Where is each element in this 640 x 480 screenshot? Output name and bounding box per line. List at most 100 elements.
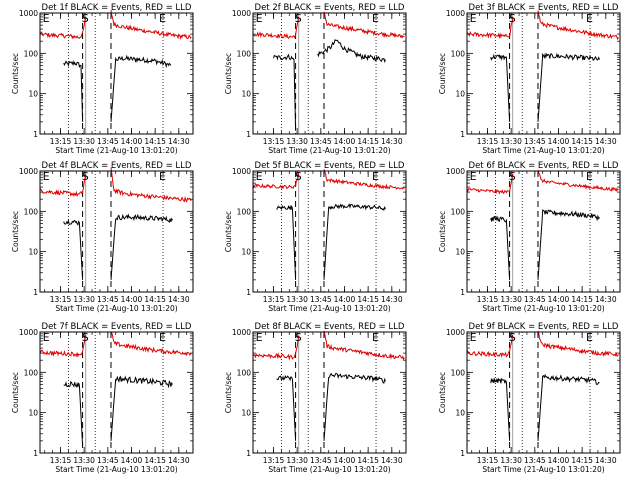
- marker-label: E: [470, 12, 477, 25]
- y-tick-label: 10: [455, 90, 465, 99]
- marker-label: E: [256, 12, 263, 25]
- x-tick-label: 13:30: [286, 295, 308, 304]
- y-axis-label: Counts/sec: [224, 53, 233, 94]
- lld-trace: [466, 173, 514, 195]
- events-trace: [323, 372, 386, 441]
- y-tick-label: 100: [237, 49, 252, 58]
- y-axis-label: Counts/sec: [224, 211, 233, 252]
- x-tick-label: 13:15: [50, 137, 72, 146]
- x-tick-label: 13:30: [286, 137, 308, 146]
- y-tick-label: 10: [28, 409, 38, 418]
- x-tick-label: 13:45: [97, 137, 119, 146]
- x-tick-label: 13:45: [524, 137, 546, 146]
- x-tick-label: 13:30: [73, 137, 95, 146]
- marker-label: E: [470, 331, 477, 344]
- events-trace: [537, 373, 600, 441]
- plot-frame: [39, 331, 194, 454]
- y-axis-label: Counts/sec: [438, 53, 447, 94]
- y-tick-label: 10: [455, 409, 465, 418]
- x-tick-label: 14:30: [381, 137, 403, 146]
- x-axis-label: Start Time (21-Aug-10 13:01:20): [482, 146, 604, 155]
- x-tick-label: 13:15: [477, 137, 499, 146]
- x-tick-label: 14:00: [548, 295, 570, 304]
- chart-panel: Det 5f BLACK = Events, RED = LLD 1 10 100 10…: [224, 161, 407, 313]
- y-tick-label: 100: [24, 207, 39, 216]
- y-tick-label: 100: [451, 368, 466, 377]
- y-tick-label: 100: [237, 207, 252, 216]
- events-trace: [63, 381, 84, 446]
- y-axis-label: Counts/sec: [438, 211, 447, 252]
- y-tick-label: 1: [246, 449, 251, 458]
- y-tick-label: 1000: [19, 9, 38, 18]
- x-tick-label: 14:00: [121, 295, 143, 304]
- x-tick-label: 14:00: [548, 456, 570, 465]
- x-tick-label: 13:45: [524, 456, 546, 465]
- marker-label: S: [509, 12, 516, 25]
- events-trace: [323, 203, 386, 280]
- x-axis-label: Start Time (21-Aug-10 13:01:20): [55, 304, 177, 313]
- y-tick-label: 1: [33, 288, 38, 297]
- x-tick-label: 13:30: [500, 137, 522, 146]
- events-trace: [537, 209, 600, 280]
- x-tick-label: 14:15: [357, 456, 379, 465]
- x-tick-label: 14:00: [334, 295, 356, 304]
- lld-trace: [323, 11, 405, 39]
- y-tick-label: 1000: [232, 328, 251, 337]
- x-axis-label: Start Time (21-Aug-10 13:01:20): [482, 304, 604, 313]
- x-tick-label: 13:30: [286, 456, 308, 465]
- y-tick-label: 1: [246, 288, 251, 297]
- events-trace: [276, 204, 297, 280]
- y-tick-label: 1: [460, 130, 465, 139]
- y-tick-label: 1: [460, 449, 465, 458]
- chart-title: Det 2f BLACK = Events, RED = LLD: [255, 3, 405, 13]
- events-trace: [317, 38, 386, 64]
- x-tick-label: 13:15: [263, 295, 285, 304]
- y-tick-label: 1000: [19, 328, 38, 337]
- chart-title: Det 3f BLACK = Events, RED = LLD: [469, 3, 619, 13]
- plot-frame: [252, 331, 407, 454]
- marker-label: E: [586, 170, 593, 183]
- x-tick-label: 13:15: [477, 295, 499, 304]
- marker-label: S: [82, 331, 89, 344]
- lld-trace: [466, 334, 514, 359]
- x-tick-label: 14:00: [121, 137, 143, 146]
- marker-label: S: [509, 331, 516, 344]
- marker-label: S: [295, 331, 302, 344]
- chart-panel: Det 6f BLACK = Events, RED = LLD 1 10 100 10…: [438, 161, 621, 313]
- plot-frame: [466, 12, 621, 135]
- y-tick-label: 10: [241, 90, 251, 99]
- x-tick-label: 13:15: [477, 456, 499, 465]
- y-tick-label: 100: [451, 49, 466, 58]
- x-axis-label: Start Time (21-Aug-10 13:01:20): [482, 465, 604, 474]
- x-tick-label: 14:15: [357, 295, 379, 304]
- x-tick-label: 14:30: [168, 456, 190, 465]
- x-tick-label: 13:15: [263, 456, 285, 465]
- events-trace: [63, 218, 84, 280]
- chart-title: Det 7f BLACK = Events, RED = LLD: [42, 322, 192, 332]
- chart-panel: Det 9f BLACK = Events, RED = LLD 1 10 100 10…: [438, 322, 621, 474]
- y-tick-label: 10: [241, 248, 251, 257]
- lld-trace: [39, 16, 87, 40]
- x-tick-label: 14:00: [548, 137, 570, 146]
- lld-trace: [252, 172, 300, 190]
- x-axis-label: Start Time (21-Aug-10 13:01:20): [268, 146, 390, 155]
- y-tick-label: 1000: [19, 167, 38, 176]
- y-tick-label: 100: [451, 207, 466, 216]
- lld-trace: [537, 169, 619, 193]
- x-tick-label: 13:45: [97, 456, 119, 465]
- y-tick-label: 1: [33, 130, 38, 139]
- lld-trace: [39, 173, 87, 198]
- chart-panel: Det 2f BLACK = Events, RED = LLD 1 10 100 10…: [224, 3, 407, 155]
- chart-title: Det 4f BLACK = Events, RED = LLD: [42, 161, 192, 171]
- x-tick-label: 14:30: [381, 456, 403, 465]
- x-axis-label: Start Time (21-Aug-10 13:01:20): [55, 465, 177, 474]
- lld-trace: [537, 10, 619, 41]
- x-tick-label: 13:15: [50, 295, 72, 304]
- lld-trace: [252, 335, 300, 361]
- y-tick-label: 1000: [446, 328, 465, 337]
- marker-label: E: [43, 170, 50, 183]
- y-axis-label: Counts/sec: [224, 372, 233, 413]
- y-axis-label: Counts/sec: [11, 211, 20, 252]
- marker-label: E: [586, 331, 593, 344]
